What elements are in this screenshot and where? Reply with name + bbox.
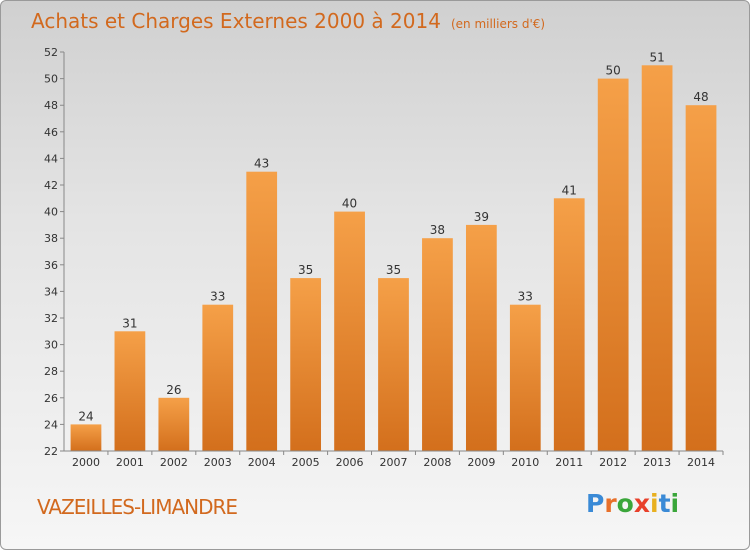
logo-letter: P <box>586 489 605 518</box>
logo-letter: x <box>633 489 650 518</box>
bar-2001 <box>114 331 146 451</box>
chart-subtitle: (en milliers d'€) <box>450 17 546 31</box>
data-label-2002: 26 <box>166 383 181 397</box>
bar-2002 <box>158 397 190 451</box>
y-tick-label: 46 <box>44 126 58 139</box>
data-label-2005: 35 <box>298 263 313 277</box>
data-label-2007: 35 <box>386 263 401 277</box>
data-label-2009: 39 <box>474 210 489 224</box>
y-tick-label: 44 <box>44 152 58 165</box>
y-tick-label: 34 <box>44 285 58 298</box>
x-tick-label: 2001 <box>116 456 144 469</box>
proxiti-logo: Proxiti <box>586 489 679 518</box>
bar-2009 <box>465 224 497 451</box>
bar-2008 <box>422 238 453 451</box>
x-tick-label: 2004 <box>248 456 276 469</box>
x-tick-label: 2007 <box>380 456 408 469</box>
chart-title: Achats et Charges Externes 2000 à 2014 (e… <box>31 9 545 33</box>
bar-2007 <box>378 278 409 451</box>
x-tick-label: 2000 <box>72 456 100 469</box>
data-label-2010: 33 <box>518 290 533 304</box>
x-tick-label: 2002 <box>160 456 188 469</box>
bar-2005 <box>290 278 322 451</box>
bar-2013 <box>641 65 673 452</box>
data-label-2012: 50 <box>606 64 621 78</box>
bar-2006 <box>334 211 365 451</box>
y-tick-label: 24 <box>44 418 58 431</box>
y-tick-label: 52 <box>44 46 58 59</box>
x-tick-label: 2005 <box>292 456 320 469</box>
y-tick-label: 32 <box>44 312 58 325</box>
x-tick-label: 2009 <box>467 456 495 469</box>
bar-2011 <box>553 198 585 451</box>
y-tick-label: 38 <box>44 232 58 245</box>
x-tick-label: 2006 <box>336 456 364 469</box>
data-label-2001: 31 <box>122 316 137 330</box>
x-tick-label: 2013 <box>643 456 671 469</box>
data-label-2006: 40 <box>342 197 357 211</box>
logo-letter: r <box>604 489 617 518</box>
x-tick-label: 2011 <box>555 456 583 469</box>
y-tick-label: 48 <box>44 99 58 112</box>
bar-2004 <box>246 171 278 451</box>
y-axis: 22 24 26 28 30 32 34 36 38 40 42 44 46 48 50 52 <box>44 46 65 458</box>
bars: 24 31 26 33 43 35 40 35 38 39 33 41 50 51 48 <box>70 50 717 452</box>
bar-2012 <box>597 78 629 451</box>
y-tick-label: 40 <box>44 206 58 219</box>
logo-letter: t <box>658 489 671 518</box>
y-tick-label: 22 <box>44 445 58 458</box>
data-label-2011: 41 <box>562 183 577 197</box>
data-label-2013: 51 <box>649 50 664 64</box>
x-tick-label: 2014 <box>687 456 715 469</box>
data-label-2003: 33 <box>210 290 225 304</box>
data-label-2000: 24 <box>78 409 93 423</box>
y-tick-label: 36 <box>44 259 58 272</box>
commune-name: VAZEILLES-LIMANDRE <box>37 495 238 519</box>
x-tick-label: 2003 <box>204 456 232 469</box>
y-tick-label: 42 <box>44 179 58 192</box>
bar-2010 <box>509 304 541 451</box>
y-tick-label: 26 <box>44 392 58 405</box>
bar-2014 <box>685 105 717 451</box>
data-label-2014: 48 <box>693 90 708 104</box>
x-tick-label: 2012 <box>599 456 627 469</box>
y-tick-label: 28 <box>44 365 58 378</box>
logo-letter: i <box>650 489 659 518</box>
data-label-2004: 43 <box>254 157 269 171</box>
x-tick-label: 2008 <box>423 456 451 469</box>
data-label-2008: 38 <box>430 223 445 237</box>
bar-2000 <box>70 424 102 451</box>
y-tick-label: 30 <box>44 339 58 352</box>
bar-2003 <box>202 304 234 451</box>
logo-letter: i <box>670 489 680 518</box>
logo-letter: o <box>616 489 634 518</box>
chart-title-text: Achats et Charges Externes 2000 à 2014 <box>31 9 441 33</box>
x-axis: 2000 2001 2002 2003 2004 2005 2006 2007 2008 2009… <box>64 450 724 469</box>
y-tick-label: 50 <box>44 73 58 86</box>
x-tick-label: 2010 <box>511 456 539 469</box>
